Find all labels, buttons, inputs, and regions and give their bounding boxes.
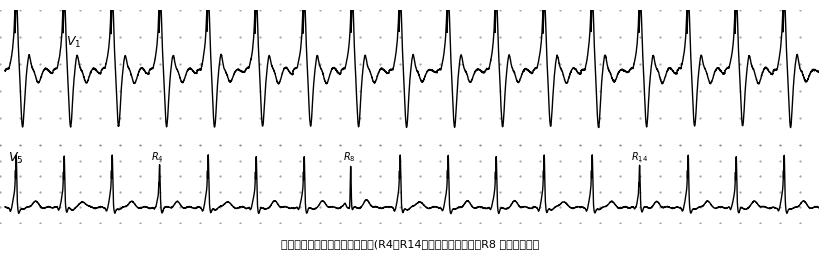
Text: $R_8$: $R_8$ [342, 150, 355, 164]
Text: 预激综合征合并快速型心房颤动(R4、R14为部分性预激波形，R8 为正常波形）: 预激综合征合并快速型心房颤动(R4、R14为部分性预激波形，R8 为正常波形） [281, 239, 538, 249]
Text: $V_1$: $V_1$ [66, 35, 81, 50]
Text: $R_4$: $R_4$ [151, 150, 164, 164]
Text: $V_5$: $V_5$ [8, 151, 24, 166]
Text: $R_{14}$: $R_{14}$ [631, 150, 647, 164]
